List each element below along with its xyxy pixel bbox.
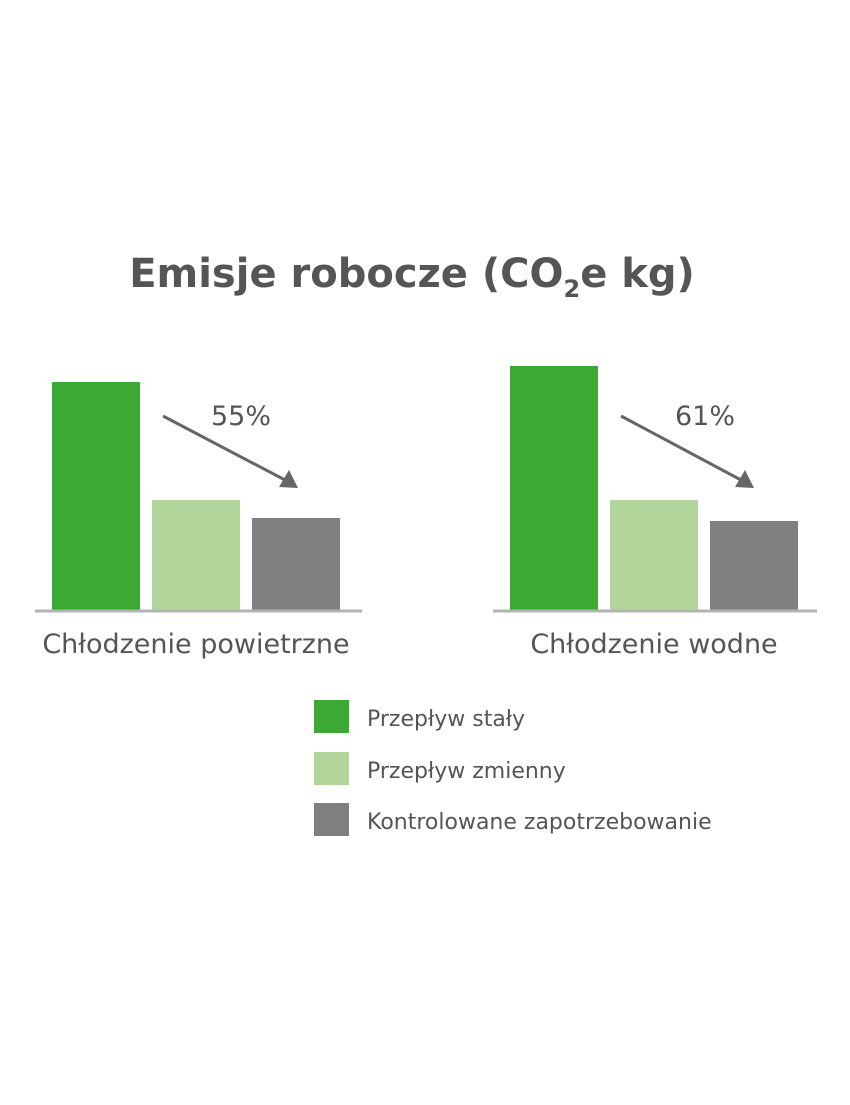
bar [710, 521, 798, 610]
reduction-arrow-left [162, 414, 298, 488]
reduction-arrow-right [620, 414, 754, 488]
bar [252, 518, 340, 610]
legend-label: Kontrolowane zapotrzebowanie [367, 810, 712, 835]
annotation-right: 61% [675, 401, 735, 432]
bar [510, 366, 598, 610]
bar [152, 500, 240, 610]
legend-swatch [314, 803, 349, 836]
annotation-left: 55% [211, 401, 271, 432]
chart-title: Emisje robocze (CO2e kg) [129, 251, 695, 303]
category-label: Chłodzenie wodne [530, 629, 777, 660]
legend-label: Przepływ zmienny [367, 759, 566, 784]
bar [52, 382, 140, 610]
legend-swatch [314, 752, 349, 785]
legend: Przepływ stały Przepływ zmienny Kontrolo… [314, 700, 712, 836]
legend-swatch [314, 700, 349, 733]
bar [610, 500, 698, 610]
legend-label: Przepływ stały [367, 707, 525, 732]
category-label: Chłodzenie powietrzne [42, 629, 349, 660]
title-subscript: 2 [564, 275, 581, 303]
